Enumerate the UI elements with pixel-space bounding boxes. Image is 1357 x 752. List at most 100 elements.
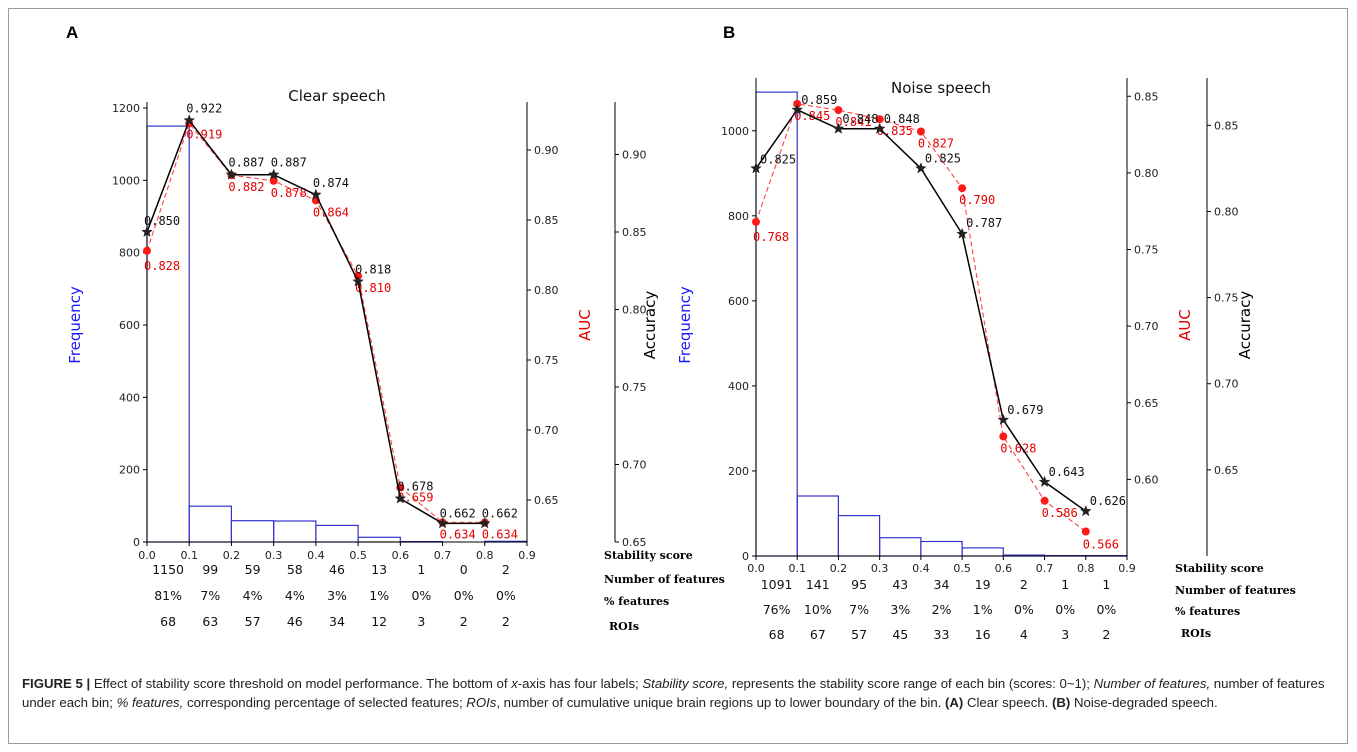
auc-data-label: 0.628 xyxy=(1000,442,1036,456)
auc-tick-label: 0.65 xyxy=(1134,397,1159,410)
accuracy-point xyxy=(267,168,280,180)
frequency-axis-title: Frequency xyxy=(676,286,694,364)
caption-text-8: Noise-degraded speech. xyxy=(1070,695,1218,710)
histogram-bar xyxy=(837,514,881,557)
accuracy-data-label: 0.643 xyxy=(1049,465,1085,479)
accuracy-point xyxy=(1038,475,1051,487)
accuracy-series: 0.850 0.922 0.887 0.887 0.874 0.818 0.678 0.662… xyxy=(141,101,518,529)
caption-figure-label: FIGURE 5 | xyxy=(22,676,91,691)
accuracy-series: 0.825 0.859 0.848 0.848 0.825 0.787 0.679 0.643… xyxy=(750,93,1126,517)
panel-letter: A xyxy=(66,23,78,42)
accuracy-point xyxy=(997,413,1010,425)
table-cell-features-percent: 7% xyxy=(849,602,869,617)
auc-data-label: 0.566 xyxy=(1083,538,1119,552)
accuracy-point xyxy=(1079,504,1092,517)
accuracy-tick-label: 0.70 xyxy=(1214,378,1239,391)
histogram-bar xyxy=(879,537,922,557)
frequency-tick-label: 1000 xyxy=(112,174,140,187)
caption-term-rois: ROIs xyxy=(466,695,497,710)
accuracy-point xyxy=(750,162,762,174)
caption-text-2: -axis has four labels; xyxy=(517,676,643,691)
caption-text-7: Clear speech. xyxy=(963,695,1053,710)
x-tick-label: 0.9 xyxy=(518,549,536,562)
accuracy-point xyxy=(436,517,449,529)
accuracy-point xyxy=(225,168,238,180)
table-cell-features-percent: 0% xyxy=(1096,602,1116,617)
row-label-percent-features: % features xyxy=(604,595,669,608)
accuracy-point xyxy=(394,492,407,504)
x-tick-label: 0.1 xyxy=(788,562,806,575)
table-cell-features-percent: 2% xyxy=(932,602,952,617)
accuracy-data-label: 0.787 xyxy=(966,216,1002,230)
row-label-stability-score: Stability score xyxy=(604,549,693,562)
accuracy-tick-label: 0.75 xyxy=(1214,292,1239,305)
auc-tick-label: 0.60 xyxy=(1134,473,1159,486)
auc-data-label: 0.659 xyxy=(397,490,433,504)
x-tick-label: 0.4 xyxy=(307,549,325,562)
auc-data-label: 0.864 xyxy=(313,205,349,219)
accuracy-data-label: 0.626 xyxy=(1090,494,1126,508)
auc-data-label: 0.919 xyxy=(186,127,222,141)
frequency-axis-title: Frequency xyxy=(66,286,84,364)
accuracy-data-label: 0.662 xyxy=(482,506,518,520)
frequency-tick-label: 800 xyxy=(119,247,140,260)
table-cell-features-count: 1 xyxy=(1102,577,1110,592)
accuracy-point xyxy=(141,225,153,237)
table-cell-rois-count: 68 xyxy=(769,627,785,642)
table-cell-rois-count: 3 xyxy=(417,614,425,629)
panel-letter: B xyxy=(723,23,735,42)
table-cell-features-count: 34 xyxy=(934,577,950,592)
table-cell-rois-count: 4 xyxy=(1020,627,1028,642)
table-cell-features-count: 1 xyxy=(1061,577,1069,592)
table-cell-features-count: 1150 xyxy=(152,562,184,577)
accuracy-data-label: 0.662 xyxy=(440,506,476,520)
caption-term-features: Number of features, xyxy=(1093,676,1211,691)
accuracy-point xyxy=(310,188,322,200)
auc-tick-label: 0.90 xyxy=(534,144,559,157)
accuracy-point xyxy=(791,103,804,115)
table-cell-features-percent: 3% xyxy=(890,602,910,617)
accuracy-tick-label: 0.75 xyxy=(622,381,647,394)
x-tick-label: 0.8 xyxy=(1077,562,1095,575)
table-cell-features-count: 1 xyxy=(417,562,425,577)
table-cell-features-count: 1091 xyxy=(761,577,793,592)
auc-tick-label: 0.80 xyxy=(534,284,559,297)
frequency-tick-label: 600 xyxy=(728,295,749,308)
table-cell-rois-count: 2 xyxy=(502,614,510,629)
table-cell-features-percent: 1% xyxy=(369,588,389,603)
accuracy-data-label: 0.922 xyxy=(186,101,222,115)
bin-table: 1091 141 95 43 34 19 2 1 176% 10% 7% 3% 2% 1% 0% 0% 0%68… xyxy=(761,577,1117,642)
histogram-bar xyxy=(273,520,317,543)
accuracy-tick-label: 0.70 xyxy=(622,459,647,472)
table-cell-features-count: 0 xyxy=(460,562,468,577)
auc-point xyxy=(834,106,843,115)
accuracy-data-label: 0.848 xyxy=(884,112,920,126)
x-tick-label: 0.4 xyxy=(912,562,930,575)
table-cell-features-percent: 3% xyxy=(327,588,347,603)
auc-data-label: 0.586 xyxy=(1042,506,1078,520)
frequency-tick-label: 600 xyxy=(119,319,140,332)
row-label-rois: ROIs xyxy=(1181,627,1211,640)
auc-data-label: 0.827 xyxy=(918,137,954,151)
table-cell-features-percent: 0% xyxy=(1014,602,1034,617)
caption-text-1: Effect of stability score threshold on m… xyxy=(90,676,512,691)
table-cell-rois-count: 3 xyxy=(1061,627,1069,642)
caption-term-percent: % features, xyxy=(116,695,184,710)
auc-data-label: 0.841 xyxy=(835,115,871,129)
auc-data-label: 0.634 xyxy=(440,527,476,541)
x-tick-label: 0.1 xyxy=(180,549,198,562)
table-cell-rois-count: 63 xyxy=(202,614,218,629)
accuracy-data-label: 0.825 xyxy=(760,152,796,166)
table-cell-features-count: 141 xyxy=(806,577,830,592)
auc-tick-label: 0.80 xyxy=(1134,167,1159,180)
table-cell-features-percent: 0% xyxy=(1055,602,1075,617)
histogram-bar xyxy=(230,520,275,543)
x-tick-label: 0.5 xyxy=(953,562,971,575)
histogram-bar xyxy=(357,536,401,543)
table-cell-rois-count: 33 xyxy=(934,627,950,642)
row-label-percent-features: % features xyxy=(1175,605,1240,618)
histogram-bar xyxy=(315,524,359,543)
frequency-tick-label: 800 xyxy=(728,210,749,223)
figure-caption: FIGURE 5 | Effect of stability score thr… xyxy=(22,674,1332,712)
chart-title: Noise speech xyxy=(891,79,991,97)
